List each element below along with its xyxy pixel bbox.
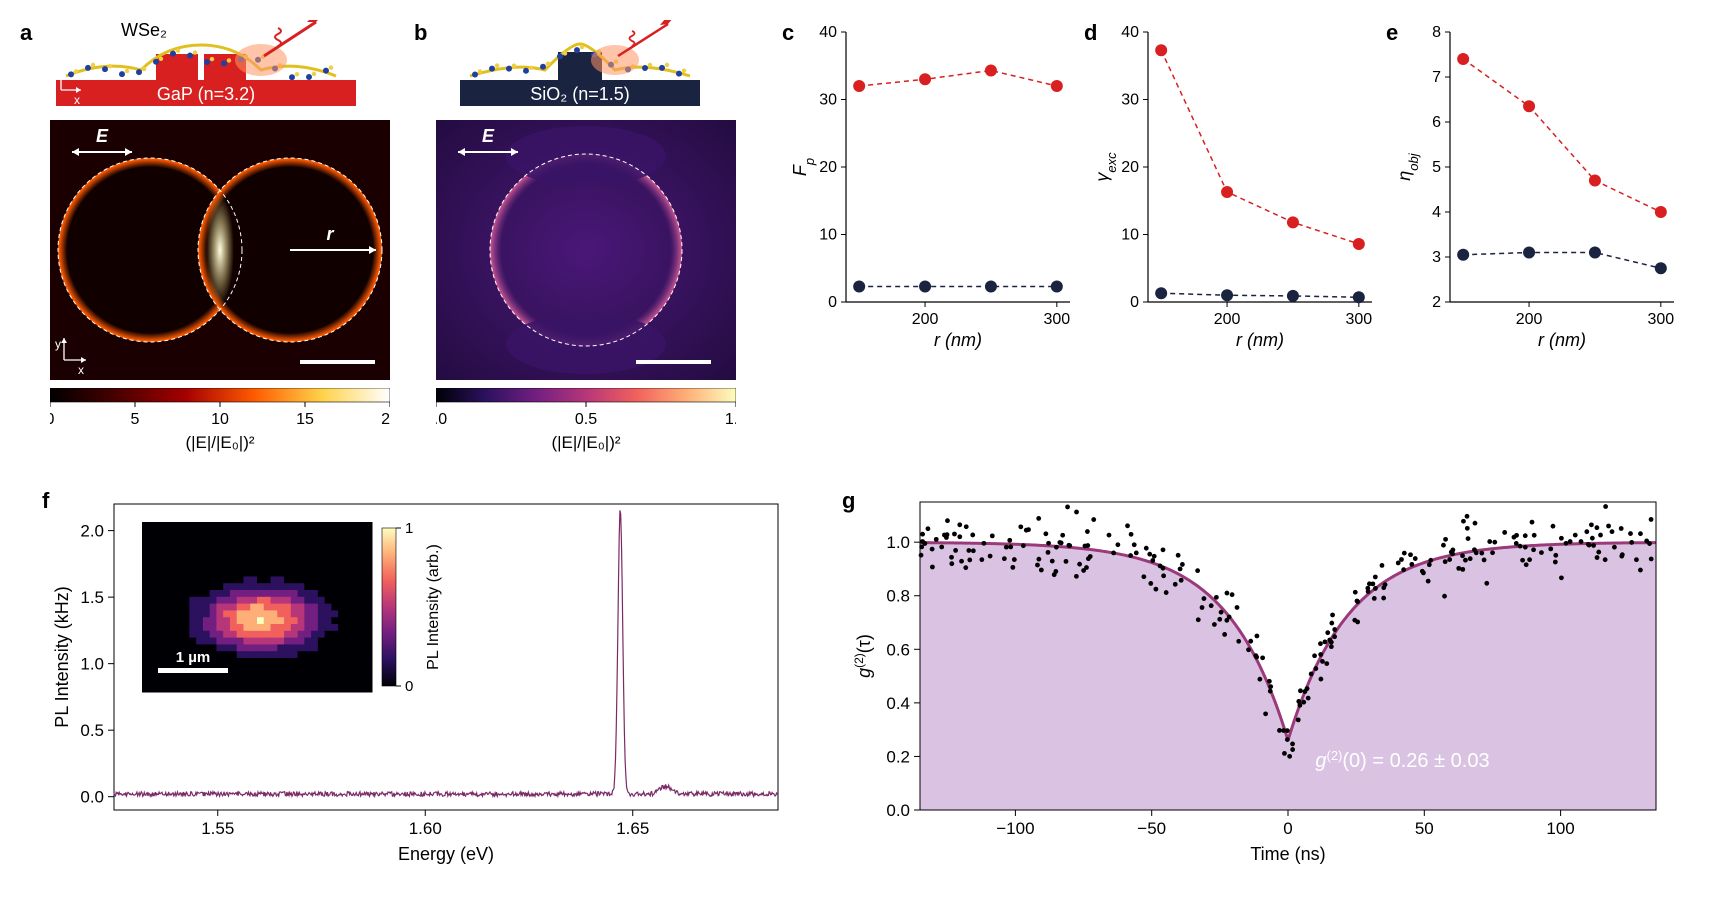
svg-text:PL Intensity (arb.): PL Intensity (arb.) bbox=[425, 544, 442, 670]
svg-text:0: 0 bbox=[1130, 294, 1139, 311]
svg-text:0.0: 0.0 bbox=[80, 788, 104, 807]
svg-text:1.5: 1.5 bbox=[80, 588, 104, 607]
svg-text:g(2)(0) = 0.26 ± 0.03: g(2)(0) = 0.26 ± 0.03 bbox=[1315, 748, 1489, 773]
svg-text:300: 300 bbox=[1345, 311, 1372, 328]
svg-text:0.5: 0.5 bbox=[80, 721, 104, 740]
svg-text:10: 10 bbox=[211, 411, 229, 428]
panel-label-f: f bbox=[42, 488, 49, 514]
svg-text:10: 10 bbox=[819, 227, 837, 244]
svg-text:E: E bbox=[482, 126, 495, 146]
svg-text:1.0: 1.0 bbox=[725, 411, 736, 428]
svg-text:E: E bbox=[96, 126, 109, 146]
svg-text:GaP (n=3.2): GaP (n=3.2) bbox=[157, 84, 255, 104]
svg-text:0.8: 0.8 bbox=[886, 587, 910, 606]
svg-text:0.2: 0.2 bbox=[886, 747, 910, 766]
svg-text:2.0: 2.0 bbox=[80, 522, 104, 541]
svg-text:0: 0 bbox=[828, 294, 837, 311]
svg-text:200: 200 bbox=[1516, 311, 1543, 328]
svg-text:4: 4 bbox=[1432, 204, 1441, 221]
svg-text:0.4: 0.4 bbox=[886, 694, 910, 713]
svg-text:SiO₂ (n=1.5): SiO₂ (n=1.5) bbox=[530, 84, 630, 104]
svg-text:Energy (eV): Energy (eV) bbox=[398, 844, 494, 864]
svg-text:1.0: 1.0 bbox=[80, 655, 104, 674]
svg-text:0.0: 0.0 bbox=[886, 801, 910, 820]
svg-text:PL Intensity (kHz): PL Intensity (kHz) bbox=[52, 586, 72, 727]
svg-text:Time (ns): Time (ns) bbox=[1250, 844, 1325, 864]
svg-text:5: 5 bbox=[131, 411, 140, 428]
svg-text:20: 20 bbox=[819, 159, 837, 176]
svg-text:g(2)(τ): g(2)(τ) bbox=[852, 634, 874, 678]
svg-text:0.6: 0.6 bbox=[886, 640, 910, 659]
svg-text:30: 30 bbox=[1121, 92, 1139, 109]
svg-text:r (nm): r (nm) bbox=[1236, 330, 1284, 350]
svg-text:1: 1 bbox=[405, 520, 413, 537]
svg-text:1.55: 1.55 bbox=[201, 819, 234, 838]
svg-text:r (nm): r (nm) bbox=[934, 330, 982, 350]
svg-text:300: 300 bbox=[1647, 311, 1674, 328]
svg-text:40: 40 bbox=[1121, 24, 1139, 41]
svg-text:1.0: 1.0 bbox=[886, 533, 910, 552]
svg-text:0: 0 bbox=[50, 411, 55, 428]
svg-text:20: 20 bbox=[1121, 159, 1139, 176]
svg-text:y: y bbox=[55, 337, 61, 351]
panel-label-a: a bbox=[20, 20, 32, 46]
svg-text:x: x bbox=[78, 363, 84, 377]
svg-text:0.0: 0.0 bbox=[436, 411, 447, 428]
svg-text:(|E|/|E₀|)²: (|E|/|E₀|)² bbox=[551, 433, 620, 452]
svg-text:1.65: 1.65 bbox=[616, 819, 649, 838]
svg-text:−100: −100 bbox=[996, 819, 1034, 838]
panel-label-b: b bbox=[414, 20, 427, 46]
svg-text:ηobj: ηobj bbox=[1394, 152, 1421, 180]
svg-text:6: 6 bbox=[1432, 114, 1441, 131]
svg-text:(|E|/|E₀|)²: (|E|/|E₀|)² bbox=[185, 433, 254, 452]
svg-text:0.5: 0.5 bbox=[575, 411, 597, 428]
svg-text:30: 30 bbox=[819, 92, 837, 109]
svg-text:1.60: 1.60 bbox=[409, 819, 442, 838]
svg-text:1 µm: 1 µm bbox=[176, 649, 211, 666]
svg-text:15: 15 bbox=[296, 411, 314, 428]
svg-text:5: 5 bbox=[1432, 159, 1441, 176]
svg-text:z: z bbox=[52, 69, 58, 83]
svg-text:200: 200 bbox=[912, 311, 939, 328]
svg-text:100: 100 bbox=[1546, 819, 1574, 838]
svg-text:7: 7 bbox=[1432, 69, 1441, 86]
svg-text:40: 40 bbox=[819, 24, 837, 41]
svg-text:γexc: γexc bbox=[1092, 152, 1119, 182]
svg-text:0: 0 bbox=[1283, 819, 1292, 838]
svg-text:10: 10 bbox=[1121, 227, 1139, 244]
svg-text:−50: −50 bbox=[1137, 819, 1166, 838]
svg-text:WSe₂: WSe₂ bbox=[121, 20, 167, 40]
svg-text:20: 20 bbox=[381, 411, 390, 428]
svg-text:0: 0 bbox=[405, 678, 413, 695]
svg-text:200: 200 bbox=[1214, 311, 1241, 328]
svg-text:2: 2 bbox=[1432, 294, 1441, 311]
svg-text:x: x bbox=[74, 93, 80, 107]
svg-text:r (nm): r (nm) bbox=[1538, 330, 1586, 350]
svg-text:8: 8 bbox=[1432, 24, 1441, 41]
svg-text:Fp: Fp bbox=[790, 158, 817, 176]
svg-text:300: 300 bbox=[1043, 311, 1070, 328]
svg-text:r: r bbox=[326, 224, 334, 244]
svg-text:50: 50 bbox=[1415, 819, 1434, 838]
svg-text:3: 3 bbox=[1432, 249, 1441, 266]
